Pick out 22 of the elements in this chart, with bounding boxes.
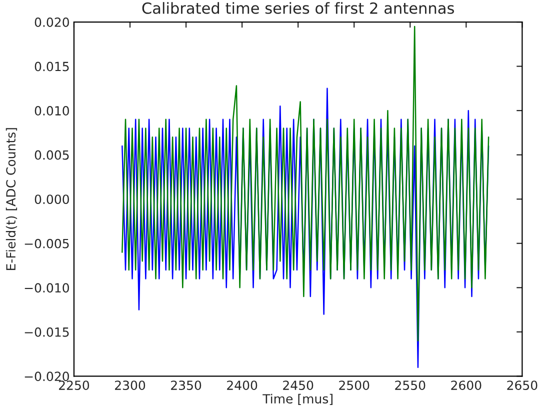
x-tick-label: 2650 <box>507 380 538 390</box>
chart-title: Calibrated time series of first 2 antennas <box>142 2 454 14</box>
y-tick-label: 0.015 <box>34 62 69 72</box>
y-axis-title: E-Field(t) [ADC Counts] <box>6 128 18 270</box>
x-tick-label: 2500 <box>339 380 370 390</box>
y-tick-label: −0.010 <box>24 283 69 293</box>
y-tick-label: 0.005 <box>34 150 69 160</box>
x-tick-label: 2250 <box>58 380 90 390</box>
y-tick-label: 0.000 <box>34 194 69 204</box>
x-tick-label: 2300 <box>115 380 146 390</box>
x-tick-label: 2400 <box>227 380 258 390</box>
x-tick-label: 2350 <box>171 380 202 390</box>
y-tick-label: 0.020 <box>34 18 69 27</box>
line-series <box>122 26 490 342</box>
y-tick-label: −0.015 <box>24 327 69 337</box>
x-tick-label: 2550 <box>395 380 426 390</box>
x-tick-label: 2450 <box>283 380 314 390</box>
x-tick-label: 2600 <box>451 380 482 390</box>
y-tick-label: 0.010 <box>34 106 69 116</box>
y-tick-label: −0.020 <box>24 372 69 382</box>
x-axis-title: Time [mus] <box>262 394 332 405</box>
y-tick-label: −0.005 <box>24 238 69 248</box>
